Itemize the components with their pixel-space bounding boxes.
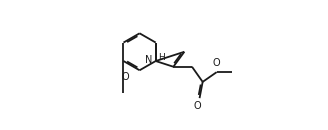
Text: O: O (121, 72, 129, 82)
Text: H: H (158, 53, 165, 62)
Text: N: N (145, 55, 153, 65)
Text: O: O (194, 101, 201, 111)
Text: O: O (213, 58, 220, 68)
